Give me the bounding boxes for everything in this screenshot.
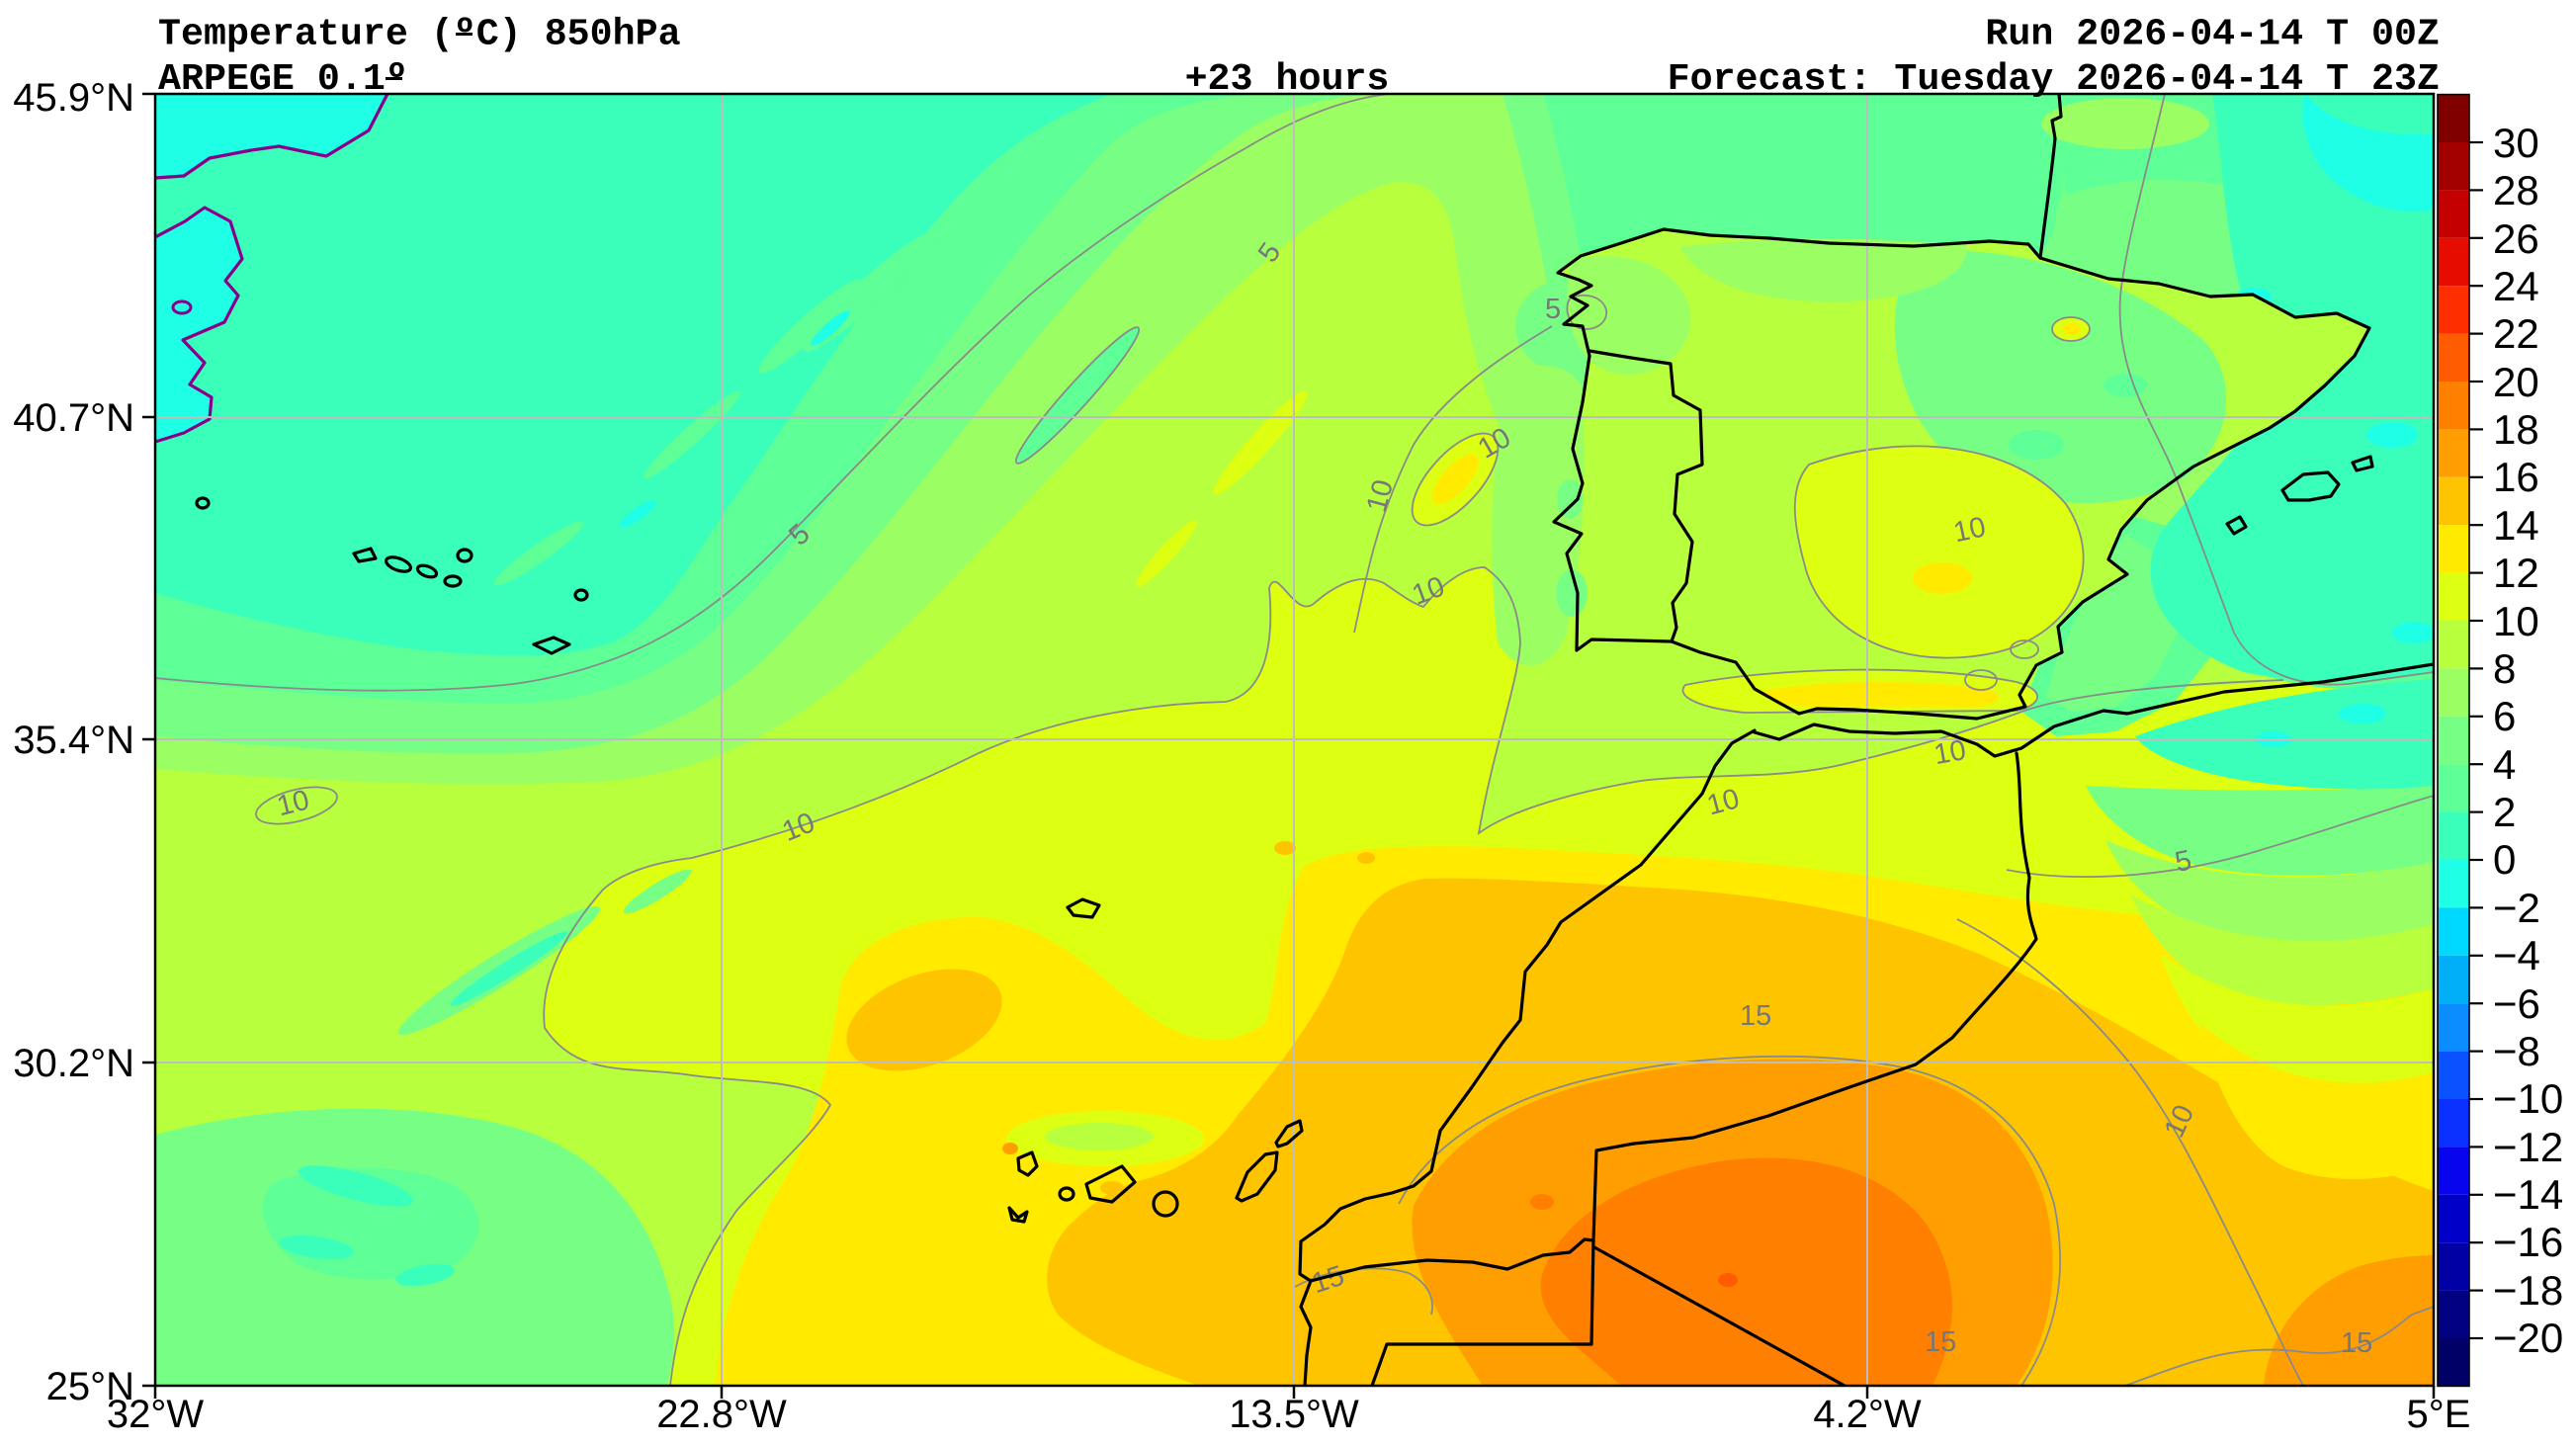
svg-text:−16: −16 [2493, 1219, 2563, 1265]
svg-text:22: 22 [2493, 310, 2539, 357]
svg-text:−2: −2 [2493, 885, 2540, 931]
svg-text:4: 4 [2493, 741, 2516, 788]
svg-text:18: 18 [2493, 406, 2539, 453]
svg-text:5: 5 [2173, 844, 2194, 879]
svg-text:10: 10 [2493, 598, 2539, 644]
svg-text:−20: −20 [2493, 1315, 2563, 1361]
svg-text:ARPEGE 0.1º: ARPEGE 0.1º [158, 57, 408, 101]
svg-text:Temperature (ºC) 850hPa: Temperature (ºC) 850hPa [158, 13, 681, 56]
svg-text:−6: −6 [2493, 980, 2540, 1027]
svg-text:−14: −14 [2493, 1171, 2563, 1218]
svg-text:15: 15 [1740, 1000, 1771, 1032]
svg-text:14: 14 [2493, 502, 2539, 549]
svg-text:−8: −8 [2493, 1028, 2540, 1074]
svg-text:8: 8 [2493, 645, 2516, 692]
svg-text:16: 16 [2493, 454, 2539, 500]
svg-text:13.5°W: 13.5°W [1229, 1393, 1359, 1436]
svg-text:28: 28 [2493, 167, 2539, 213]
svg-text:30: 30 [2493, 120, 2539, 166]
svg-text:24: 24 [2493, 263, 2539, 309]
svg-text:40.7°N: 40.7°N [13, 396, 134, 440]
svg-text:10: 10 [1950, 511, 1988, 549]
svg-text:45.9°N: 45.9°N [13, 76, 134, 120]
svg-text:Forecast: Tuesday 2026-04-14 T: Forecast: Tuesday 2026-04-14 T 23Z [1668, 57, 2440, 101]
svg-text:0: 0 [2493, 836, 2516, 883]
svg-text:12: 12 [2493, 550, 2539, 596]
svg-text:30.2°N: 30.2°N [13, 1042, 134, 1085]
svg-text:15: 15 [1925, 1326, 1956, 1358]
svg-text:+23 hours: +23 hours [1185, 57, 1390, 101]
svg-text:26: 26 [2493, 215, 2539, 262]
svg-text:−4: −4 [2493, 932, 2540, 978]
svg-text:32°W: 32°W [107, 1393, 204, 1436]
svg-text:15: 15 [2341, 1327, 2372, 1359]
svg-text:2: 2 [2493, 789, 2516, 835]
svg-text:5°E: 5°E [2407, 1393, 2471, 1436]
svg-text:4.2°W: 4.2°W [1813, 1393, 1922, 1436]
svg-text:35.4°N: 35.4°N [13, 719, 134, 762]
svg-text:25°N: 25°N [46, 1365, 134, 1408]
svg-text:−18: −18 [2493, 1267, 2563, 1314]
svg-text:Run 2026-04-14 T 00Z: Run 2026-04-14 T 00Z [1985, 13, 2440, 56]
svg-text:10: 10 [274, 784, 312, 822]
svg-text:−12: −12 [2493, 1124, 2563, 1170]
svg-text:20: 20 [2493, 359, 2539, 405]
svg-text:−10: −10 [2493, 1075, 2563, 1122]
svg-text:5: 5 [1545, 294, 1561, 325]
svg-text:6: 6 [2493, 693, 2516, 739]
svg-text:22.8°W: 22.8°W [656, 1393, 787, 1436]
